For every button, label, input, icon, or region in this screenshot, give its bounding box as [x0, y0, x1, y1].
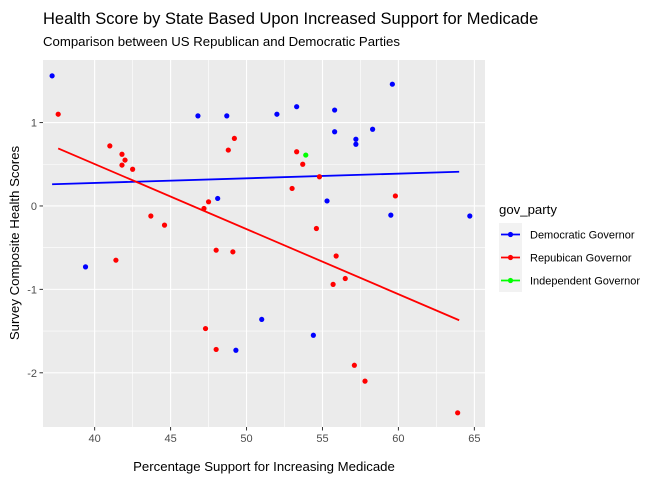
data-point: [324, 198, 330, 204]
x-axis-title: Percentage Support for Increasing Medica…: [133, 459, 395, 474]
data-point: [119, 162, 125, 168]
data-point: [213, 346, 219, 353]
data-point: [195, 113, 201, 119]
x-tick-label: 55: [316, 433, 328, 445]
y-axis-ticks: -2 -1 0 1: [27, 118, 43, 380]
y-axis-title: Survey Composite Health Scores: [7, 145, 22, 340]
data-point: [205, 199, 212, 205]
data-point: [224, 113, 230, 119]
data-point: [362, 378, 368, 384]
y-tick-label: 1: [31, 118, 37, 130]
chart-title: Health Score by State Based Upon Increas…: [43, 10, 538, 28]
data-point: [119, 151, 125, 157]
data-point: [215, 195, 221, 202]
data-point: [351, 362, 357, 368]
data-point: [300, 161, 306, 167]
data-point: [274, 111, 280, 117]
x-tick-label: 40: [89, 433, 101, 445]
y-tick-label: -1: [27, 284, 37, 296]
legend-key-point: [507, 254, 514, 261]
legend-label: Democratic Governor: [530, 230, 635, 242]
data-point: [342, 275, 348, 282]
data-point: [233, 347, 239, 353]
legend: gov_party Democratic Governor Repubican G…: [499, 202, 640, 292]
data-point: [113, 257, 119, 263]
data-point: [122, 157, 128, 163]
grid-lines: [43, 60, 485, 427]
data-point: [49, 73, 55, 79]
trend-line: [52, 170, 460, 186]
chart-subtitle: Comparison between US Republican and Dem…: [43, 34, 400, 49]
data-point: [455, 410, 461, 416]
data-point: [316, 174, 323, 180]
data-point: [388, 212, 394, 218]
data-point: [303, 152, 309, 158]
data-point: [333, 253, 339, 259]
data-point: [392, 193, 398, 199]
x-tick-label: 60: [392, 433, 404, 445]
data-point: [294, 104, 300, 110]
trend-lines: [52, 147, 460, 322]
data-point: [310, 332, 316, 338]
data-point: [330, 281, 336, 287]
x-tick-label: 50: [240, 433, 252, 445]
data-point: [130, 166, 136, 172]
data-point: [313, 225, 320, 232]
data-point: [370, 126, 376, 132]
trend-line: [57, 147, 460, 322]
data-point: [82, 264, 89, 270]
legend-label: Repubican Governor: [530, 253, 632, 265]
data-point: [294, 149, 300, 155]
data-point: [225, 147, 231, 153]
x-tick-label: 65: [468, 433, 480, 445]
data-point: [231, 135, 237, 142]
data-point: [389, 81, 395, 87]
data-point: [148, 213, 154, 219]
data-point: [353, 141, 359, 147]
data-point: [467, 213, 473, 219]
data-point: [259, 316, 265, 323]
data-point: [353, 136, 359, 142]
data-point: [161, 222, 168, 228]
y-tick-label: -2: [27, 368, 37, 380]
data-point: [213, 247, 219, 253]
legend-title: gov_party: [499, 202, 557, 217]
x-axis-ticks: 40 45 50 55 60 65: [89, 427, 480, 445]
data-point: [107, 143, 113, 149]
data-point: [201, 205, 207, 212]
data-point: [332, 129, 338, 135]
plot-panel: [43, 60, 485, 427]
legend-key-point: [507, 231, 514, 238]
data-points: [49, 73, 473, 416]
data-point: [332, 107, 338, 113]
y-tick-label: 0: [31, 201, 37, 213]
data-point: [230, 249, 236, 255]
data-point: [55, 111, 61, 117]
x-tick-label: 45: [164, 433, 176, 445]
data-point: [289, 185, 295, 192]
legend-key-point: [507, 277, 514, 284]
legend-label: Independent Governor: [530, 276, 640, 288]
data-point: [202, 325, 209, 332]
